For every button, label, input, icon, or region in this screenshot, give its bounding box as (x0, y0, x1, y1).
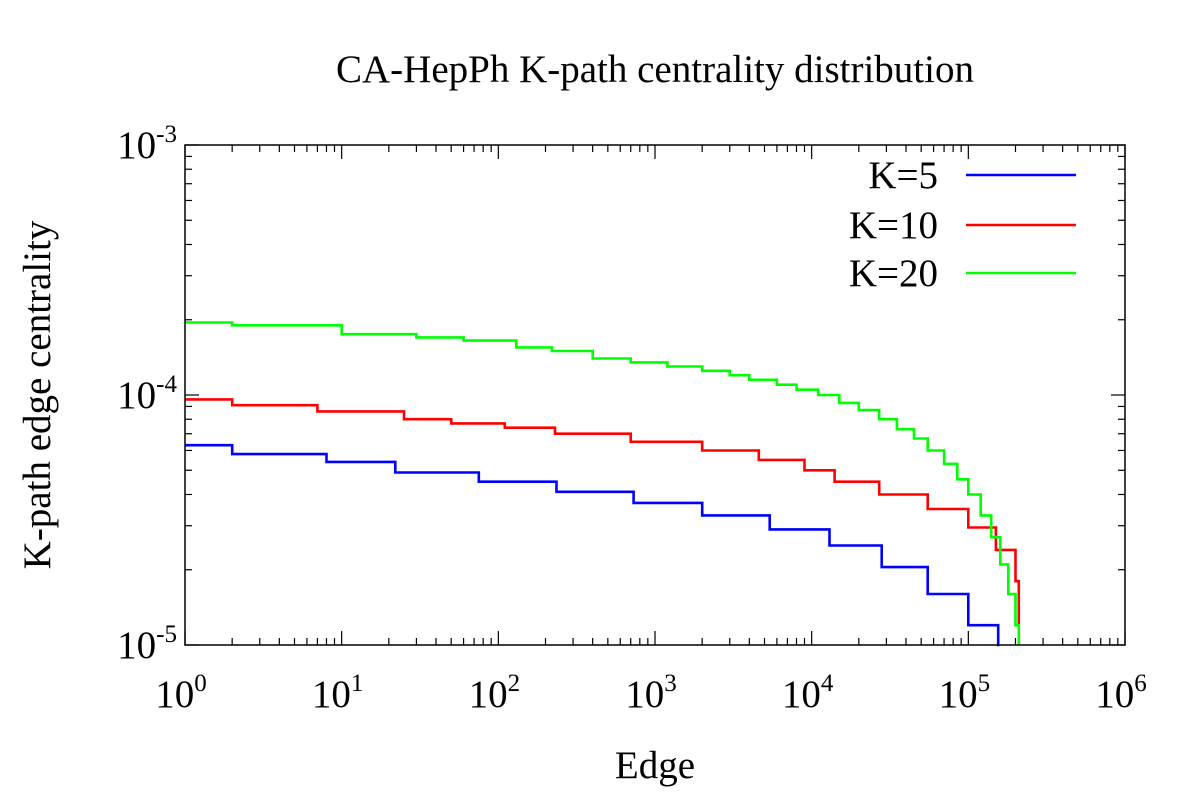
legend: K=5 K=10 K=20 (849, 154, 1076, 295)
x-tick-label: 100 (155, 670, 207, 716)
legend-label: K=10 (849, 204, 938, 247)
x-tick-label: 106 (1095, 670, 1147, 716)
y-tick-label: 10-5 (117, 621, 177, 667)
series-line-k-10 (185, 398, 1021, 645)
axis-ticks: 100 101 102 103 104 105 106 10-5 10-4 10-3 (117, 121, 1147, 716)
series-line-k-20 (185, 321, 1021, 645)
x-axis-label: Edge (615, 744, 695, 787)
x-tick-label: 103 (625, 670, 677, 716)
chart-title: CA-HepPh K-path centrality distribution (336, 48, 974, 91)
x-tick-label: 102 (469, 670, 521, 716)
x-tick-label: 104 (782, 670, 834, 716)
series-lines (185, 321, 1021, 647)
plot-frame (184, 144, 1126, 646)
legend-label: K=5 (868, 154, 938, 197)
x-tick-label: 101 (312, 670, 364, 716)
x-tick-label: 105 (939, 670, 991, 716)
series-line-k-5 (185, 443, 1000, 647)
legend-label: K=20 (849, 252, 938, 295)
y-tick-label: 10-4 (117, 371, 177, 417)
y-axis-label: K-path edge centrality (16, 220, 59, 569)
y-tick-label: 10-3 (117, 121, 177, 167)
